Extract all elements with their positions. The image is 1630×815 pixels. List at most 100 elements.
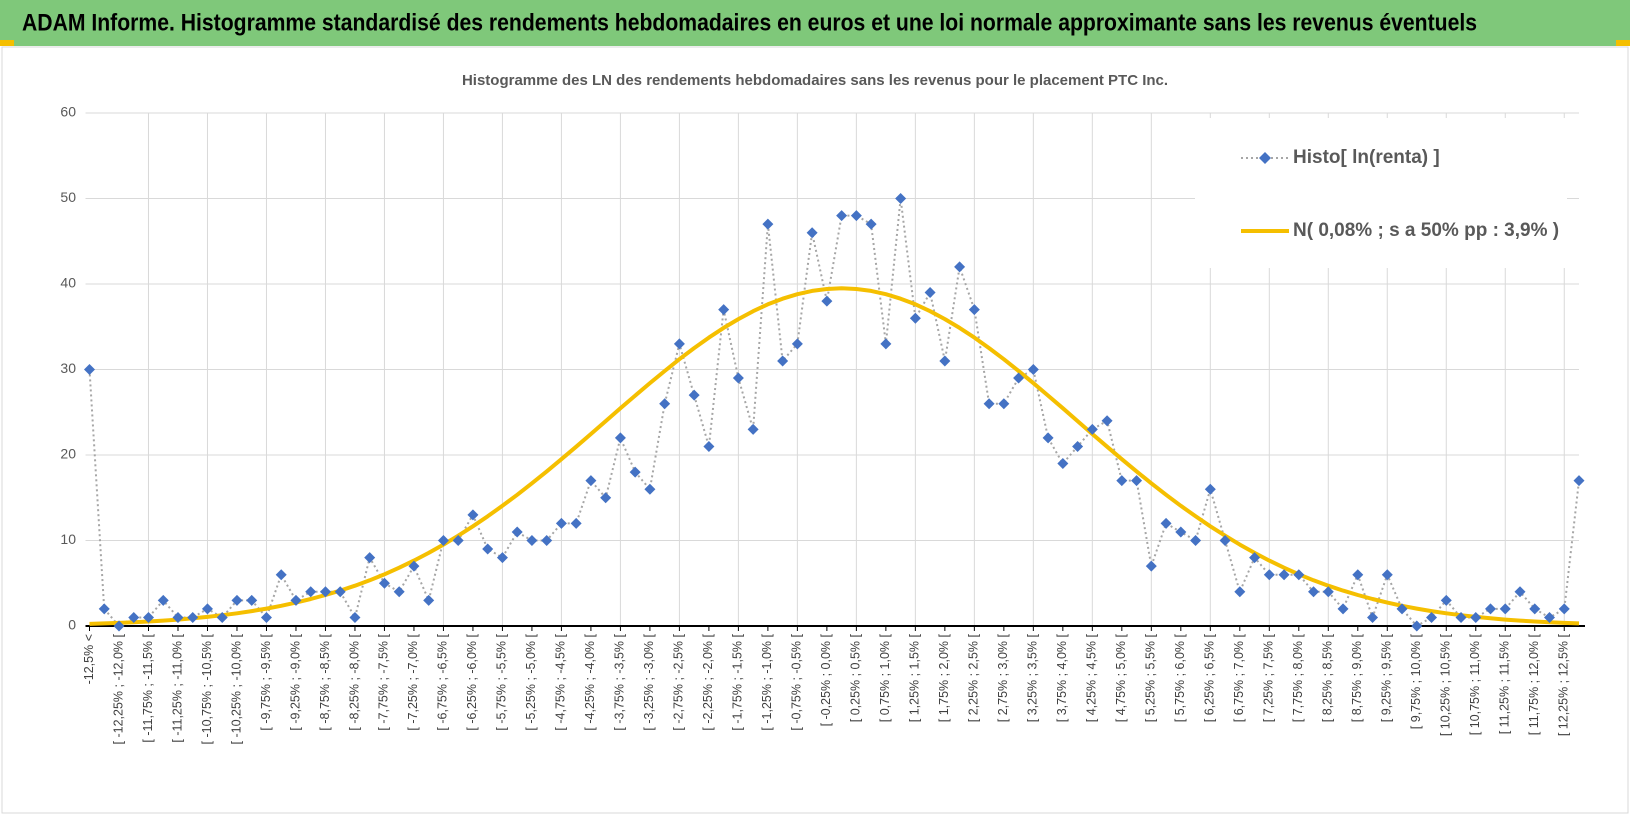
histo-line: [88, 198, 1580, 628]
histo-point: [762, 218, 774, 230]
histo-point: [1514, 586, 1526, 598]
histo-point: [1145, 560, 1157, 572]
x-tick-label: [ 4,25% ; 4,5% [: [1085, 633, 1099, 722]
x-tick-label: [ -1,25% ; -1,0% [: [760, 633, 774, 730]
histo-point: [968, 304, 980, 316]
histo-point: [1249, 552, 1261, 564]
histo-point: [585, 475, 597, 487]
x-tick-label: [ 11,75% ; 12,0% [: [1527, 633, 1541, 735]
histo-point: [777, 355, 789, 367]
histo-point: [1367, 611, 1379, 623]
histo-point: [555, 517, 567, 529]
histo-point: [526, 535, 538, 546]
histo-point: [1411, 620, 1423, 632]
x-tick-label: [ 5,25% ; 5,5% [: [1144, 633, 1158, 722]
histo-point: [1190, 535, 1202, 546]
histo-point: [1116, 475, 1128, 487]
histo-point: [998, 398, 1010, 410]
histo-point: [378, 577, 390, 589]
histo-point: [349, 611, 361, 623]
histo-point: [673, 338, 685, 350]
histo-point: [1175, 526, 1187, 538]
histo-point: [437, 535, 449, 546]
x-tick-label: [ -4,25% ; -4,0% [: [583, 633, 597, 730]
y-tick-label: 10: [60, 531, 76, 547]
x-tick-label: [ -7,25% ; -7,0% [: [406, 633, 420, 730]
histo-point: [364, 552, 376, 564]
x-tick-label: [ -8,25% ; -8,0% [: [347, 633, 361, 730]
x-tick-label: [ -2,75% ; -2,5% [: [672, 633, 686, 730]
histo-point: [467, 509, 479, 521]
histo-point: [1558, 603, 1570, 615]
histo-point: [246, 594, 258, 606]
y-tick-label: 60: [60, 104, 76, 120]
histo-point: [570, 517, 582, 529]
histo-point: [1352, 569, 1364, 581]
histo-point: [939, 355, 951, 367]
x-tick-label: [ 3,75% ; 4,0% [: [1055, 633, 1069, 722]
x-tick-label: [ 0,75% ; 1,0% [: [878, 633, 892, 722]
x-tick-label: [ 11,25% ; 11,5% [: [1498, 633, 1512, 734]
x-tick-label: [ 0,25% ; 0,5% [: [849, 633, 863, 722]
x-tick-label: [ 8,25% ; 8,5% [: [1321, 633, 1335, 722]
x-tick-label: [ -5,25% ; -5,0% [: [524, 633, 538, 730]
header-bar: [0, 0, 1630, 46]
histo-point: [319, 586, 331, 598]
histo-point: [806, 227, 818, 239]
histo-point: [1131, 475, 1143, 487]
chart-title: Histogramme des LN des rendements hebdom…: [462, 72, 1168, 89]
legend-box: [1195, 118, 1567, 268]
x-tick-label: [ 6,75% ; 7,0% [: [1232, 633, 1246, 722]
corner: [0, 40, 14, 46]
histo-point: [1573, 475, 1585, 487]
histo-point: [1072, 440, 1084, 452]
histo-point: [1101, 415, 1113, 427]
x-tick-label: [ 9,75% ; 10,0% [: [1409, 633, 1423, 729]
y-tick-label: 20: [60, 446, 76, 462]
histo-point: [511, 526, 523, 538]
histo-point: [187, 611, 199, 623]
x-tick-label: [ -0,75% ; -0,5% [: [790, 633, 804, 730]
histo-point: [659, 398, 671, 410]
x-tick-label: [ 10,25% ; 10,5% [: [1439, 633, 1453, 736]
histo-point: [452, 535, 464, 546]
corner: [1616, 40, 1630, 46]
x-tick-label: [ 7,75% ; 8,0% [: [1291, 633, 1305, 722]
histo-point: [1013, 372, 1025, 384]
histo-point: [895, 193, 907, 204]
header-title: ADAM Informe. Histogramme standardisé de…: [22, 9, 1477, 36]
histo-point: [1544, 611, 1556, 623]
x-tick-label: [ -9,75% ; -9,5% [: [259, 633, 273, 730]
x-tick-label: [ -7,75% ; -7,5% [: [377, 633, 391, 730]
histo-point: [1057, 458, 1069, 470]
histo-point: [1042, 432, 1054, 444]
x-tick-label: [ 4,75% ; 5,0% [: [1114, 633, 1128, 722]
x-tick-label: [ -11,75% ; -11,5% [: [141, 633, 155, 742]
x-tick-label: [ 1,75% ; 2,0% [: [937, 633, 951, 722]
histo-point: [305, 586, 317, 598]
x-tick-label: [ 10,75% ; 11,0% [: [1468, 633, 1482, 735]
histo-point: [1337, 603, 1349, 615]
histo-point: [747, 423, 759, 435]
histo-point: [482, 543, 494, 555]
x-tick-label: [ 8,75% ; 9,0% [: [1350, 633, 1364, 722]
x-tick-label: [ -1,75% ; -1,5% [: [731, 633, 745, 730]
x-tick-label: [ 9,25% ; 9,5% [: [1380, 633, 1394, 722]
histo-point: [1219, 535, 1231, 546]
histo-point: [231, 594, 243, 606]
legend-label: Histo[ ln(renta) ]: [1293, 147, 1440, 168]
histo-point: [1263, 569, 1275, 581]
histo-point: [1204, 483, 1216, 495]
histo-point: [644, 483, 656, 495]
histo-point: [703, 440, 715, 452]
x-tick-label: [ -0,25% ; 0,0% [: [819, 633, 833, 726]
histo-point: [408, 560, 420, 572]
histo-point: [614, 432, 626, 444]
histo-point: [1470, 611, 1482, 623]
histo-point: [1529, 603, 1541, 615]
x-tick-label: [ -12,25% ; -12,0% [: [111, 633, 125, 744]
histo-point: [172, 611, 184, 623]
histo-point: [128, 611, 140, 623]
histo-point: [1086, 423, 1098, 435]
